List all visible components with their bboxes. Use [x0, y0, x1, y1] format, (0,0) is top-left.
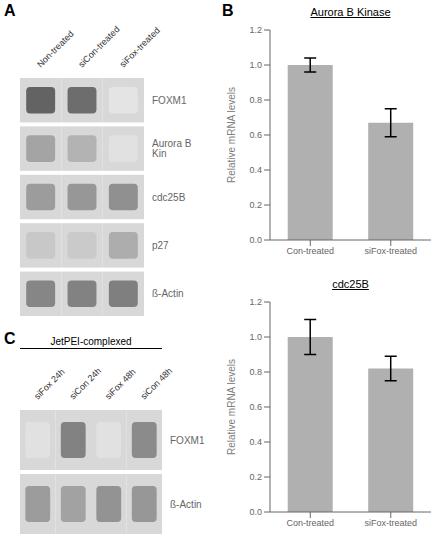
svg-text:1.0: 1.0 — [249, 60, 262, 70]
html-text:Aurora B Kinase: Aurora B Kinase — [310, 6, 391, 18]
svg-text:ß-Actin: ß-Actin — [170, 499, 202, 510]
svg-text:siFox 48h: siFox 48h — [103, 367, 138, 402]
svg-text:cdc25B: cdc25B — [152, 192, 186, 203]
svg-text:siFox-treated: siFox-treated — [118, 25, 162, 69]
svg-text:0.2: 0.2 — [249, 200, 262, 210]
svg-text:siFox-treated: siFox-treated — [364, 518, 417, 528]
svg-text:ß-Actin: ß-Actin — [152, 288, 184, 299]
svg-text:siCon-treated: siCon-treated — [76, 24, 121, 69]
html-text:C: C — [4, 330, 16, 347]
svg-text:siCon 48h: siCon 48h — [139, 366, 175, 402]
svg-text:Non-treated: Non-treated — [35, 29, 76, 70]
svg-text:0.0: 0.0 — [249, 235, 262, 245]
svg-text:0.2: 0.2 — [249, 472, 262, 482]
svg-text:siFox 24h: siFox 24h — [32, 367, 67, 402]
html-text:cdc25B: cdc25B — [332, 278, 369, 290]
svg-text:siCon 24h: siCon 24h — [68, 366, 104, 402]
svg-text:0.6: 0.6 — [249, 402, 262, 412]
svg-text:0.8: 0.8 — [249, 367, 262, 377]
svg-text:Con-treated: Con-treated — [286, 246, 334, 256]
svg-text:FOXM1: FOXM1 — [152, 95, 187, 106]
svg-text:p27: p27 — [152, 240, 169, 251]
html-text:B: B — [222, 2, 234, 19]
html-text:A: A — [4, 2, 16, 19]
svg-text:Aurora BKin: Aurora BKin — [152, 138, 192, 159]
html-text:JetPEI-complexed: JetPEI-complexed — [50, 336, 132, 347]
svg-text:1.2: 1.2 — [249, 25, 262, 35]
svg-text:1.0: 1.0 — [249, 332, 262, 342]
svg-text:0.4: 0.4 — [249, 437, 262, 447]
svg-text:0.0: 0.0 — [249, 507, 262, 517]
svg-text:FOXM1: FOXM1 — [170, 435, 205, 446]
svg-text:Relative mRNA levels: Relative mRNA levels — [226, 359, 237, 455]
svg-text:0.8: 0.8 — [249, 95, 262, 105]
svg-text:0.4: 0.4 — [249, 165, 262, 175]
svg-text:0.6: 0.6 — [249, 130, 262, 140]
svg-text:1.2: 1.2 — [249, 297, 262, 307]
svg-text:Relative mRNA levels: Relative mRNA levels — [226, 87, 237, 183]
svg-text:siFox-treated: siFox-treated — [364, 246, 417, 256]
svg-text:Con-treated: Con-treated — [286, 518, 334, 528]
